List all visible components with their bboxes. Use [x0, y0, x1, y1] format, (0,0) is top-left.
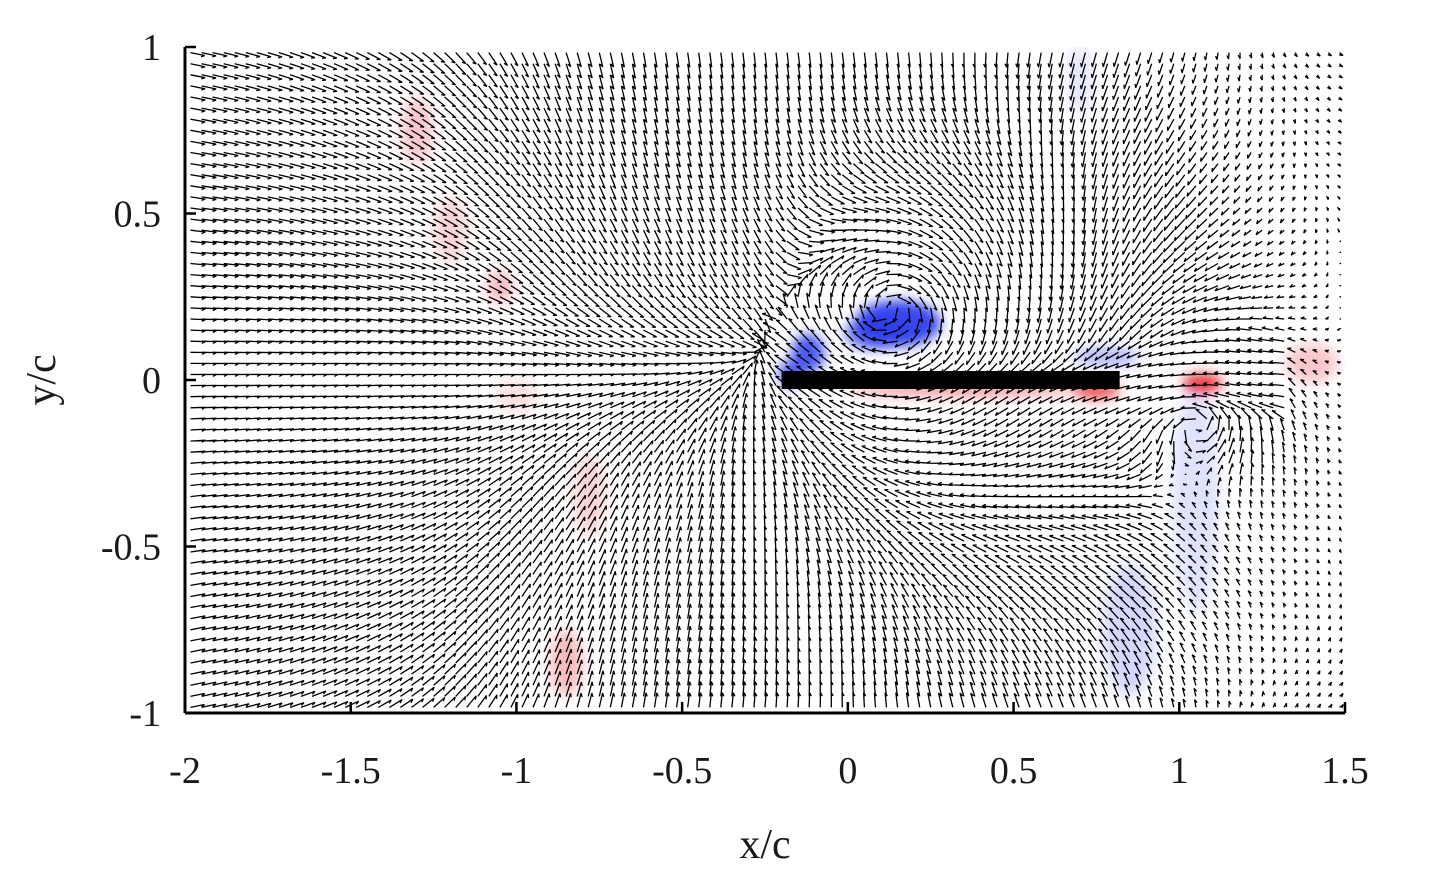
vorticity-region-positive [1182, 373, 1223, 394]
y-axis-label: y/c [19, 354, 65, 405]
x-tick-label: 1 [1170, 750, 1189, 792]
y-tick-label: -1 [129, 693, 161, 735]
flat-plate [781, 371, 1120, 389]
tick-labels: -2 -1.5 -1 -0.5 0 0.5 1 1.5 -1 -0.5 0 0.5 1 [101, 27, 1369, 792]
vorticity-region-negative [1073, 346, 1140, 367]
velocity-vector-field [190, 51, 1344, 709]
x-tick-label: -2 [169, 750, 201, 792]
vorticity-region-positive [400, 97, 434, 164]
velocity-vectors [190, 51, 1344, 709]
x-tick-label: 0.5 [990, 750, 1038, 792]
x-tick-label: 0 [838, 750, 857, 792]
y-tick-label: 0 [142, 360, 161, 402]
vorticity-region-negative [844, 316, 905, 350]
y-tick-label: -0.5 [101, 527, 161, 569]
vorticity-region-positive [1285, 343, 1339, 384]
axes [183, 45, 1347, 715]
x-tick-label: -1.5 [321, 750, 381, 792]
x-tick-label: 1.5 [1321, 750, 1369, 792]
y-tick-label: 0.5 [114, 194, 162, 236]
vorticity-region-negative [1066, 47, 1094, 114]
vorticity-region-positive [572, 456, 606, 537]
x-tick-label: -0.5 [652, 750, 712, 792]
x-tick-label: -1 [501, 750, 533, 792]
plate [781, 371, 1120, 389]
vorticity-region-positive [433, 197, 467, 264]
vorticity-region-positive [496, 380, 537, 414]
y-tick-label: 1 [142, 27, 161, 69]
x-axis-label: x/c [739, 822, 790, 868]
